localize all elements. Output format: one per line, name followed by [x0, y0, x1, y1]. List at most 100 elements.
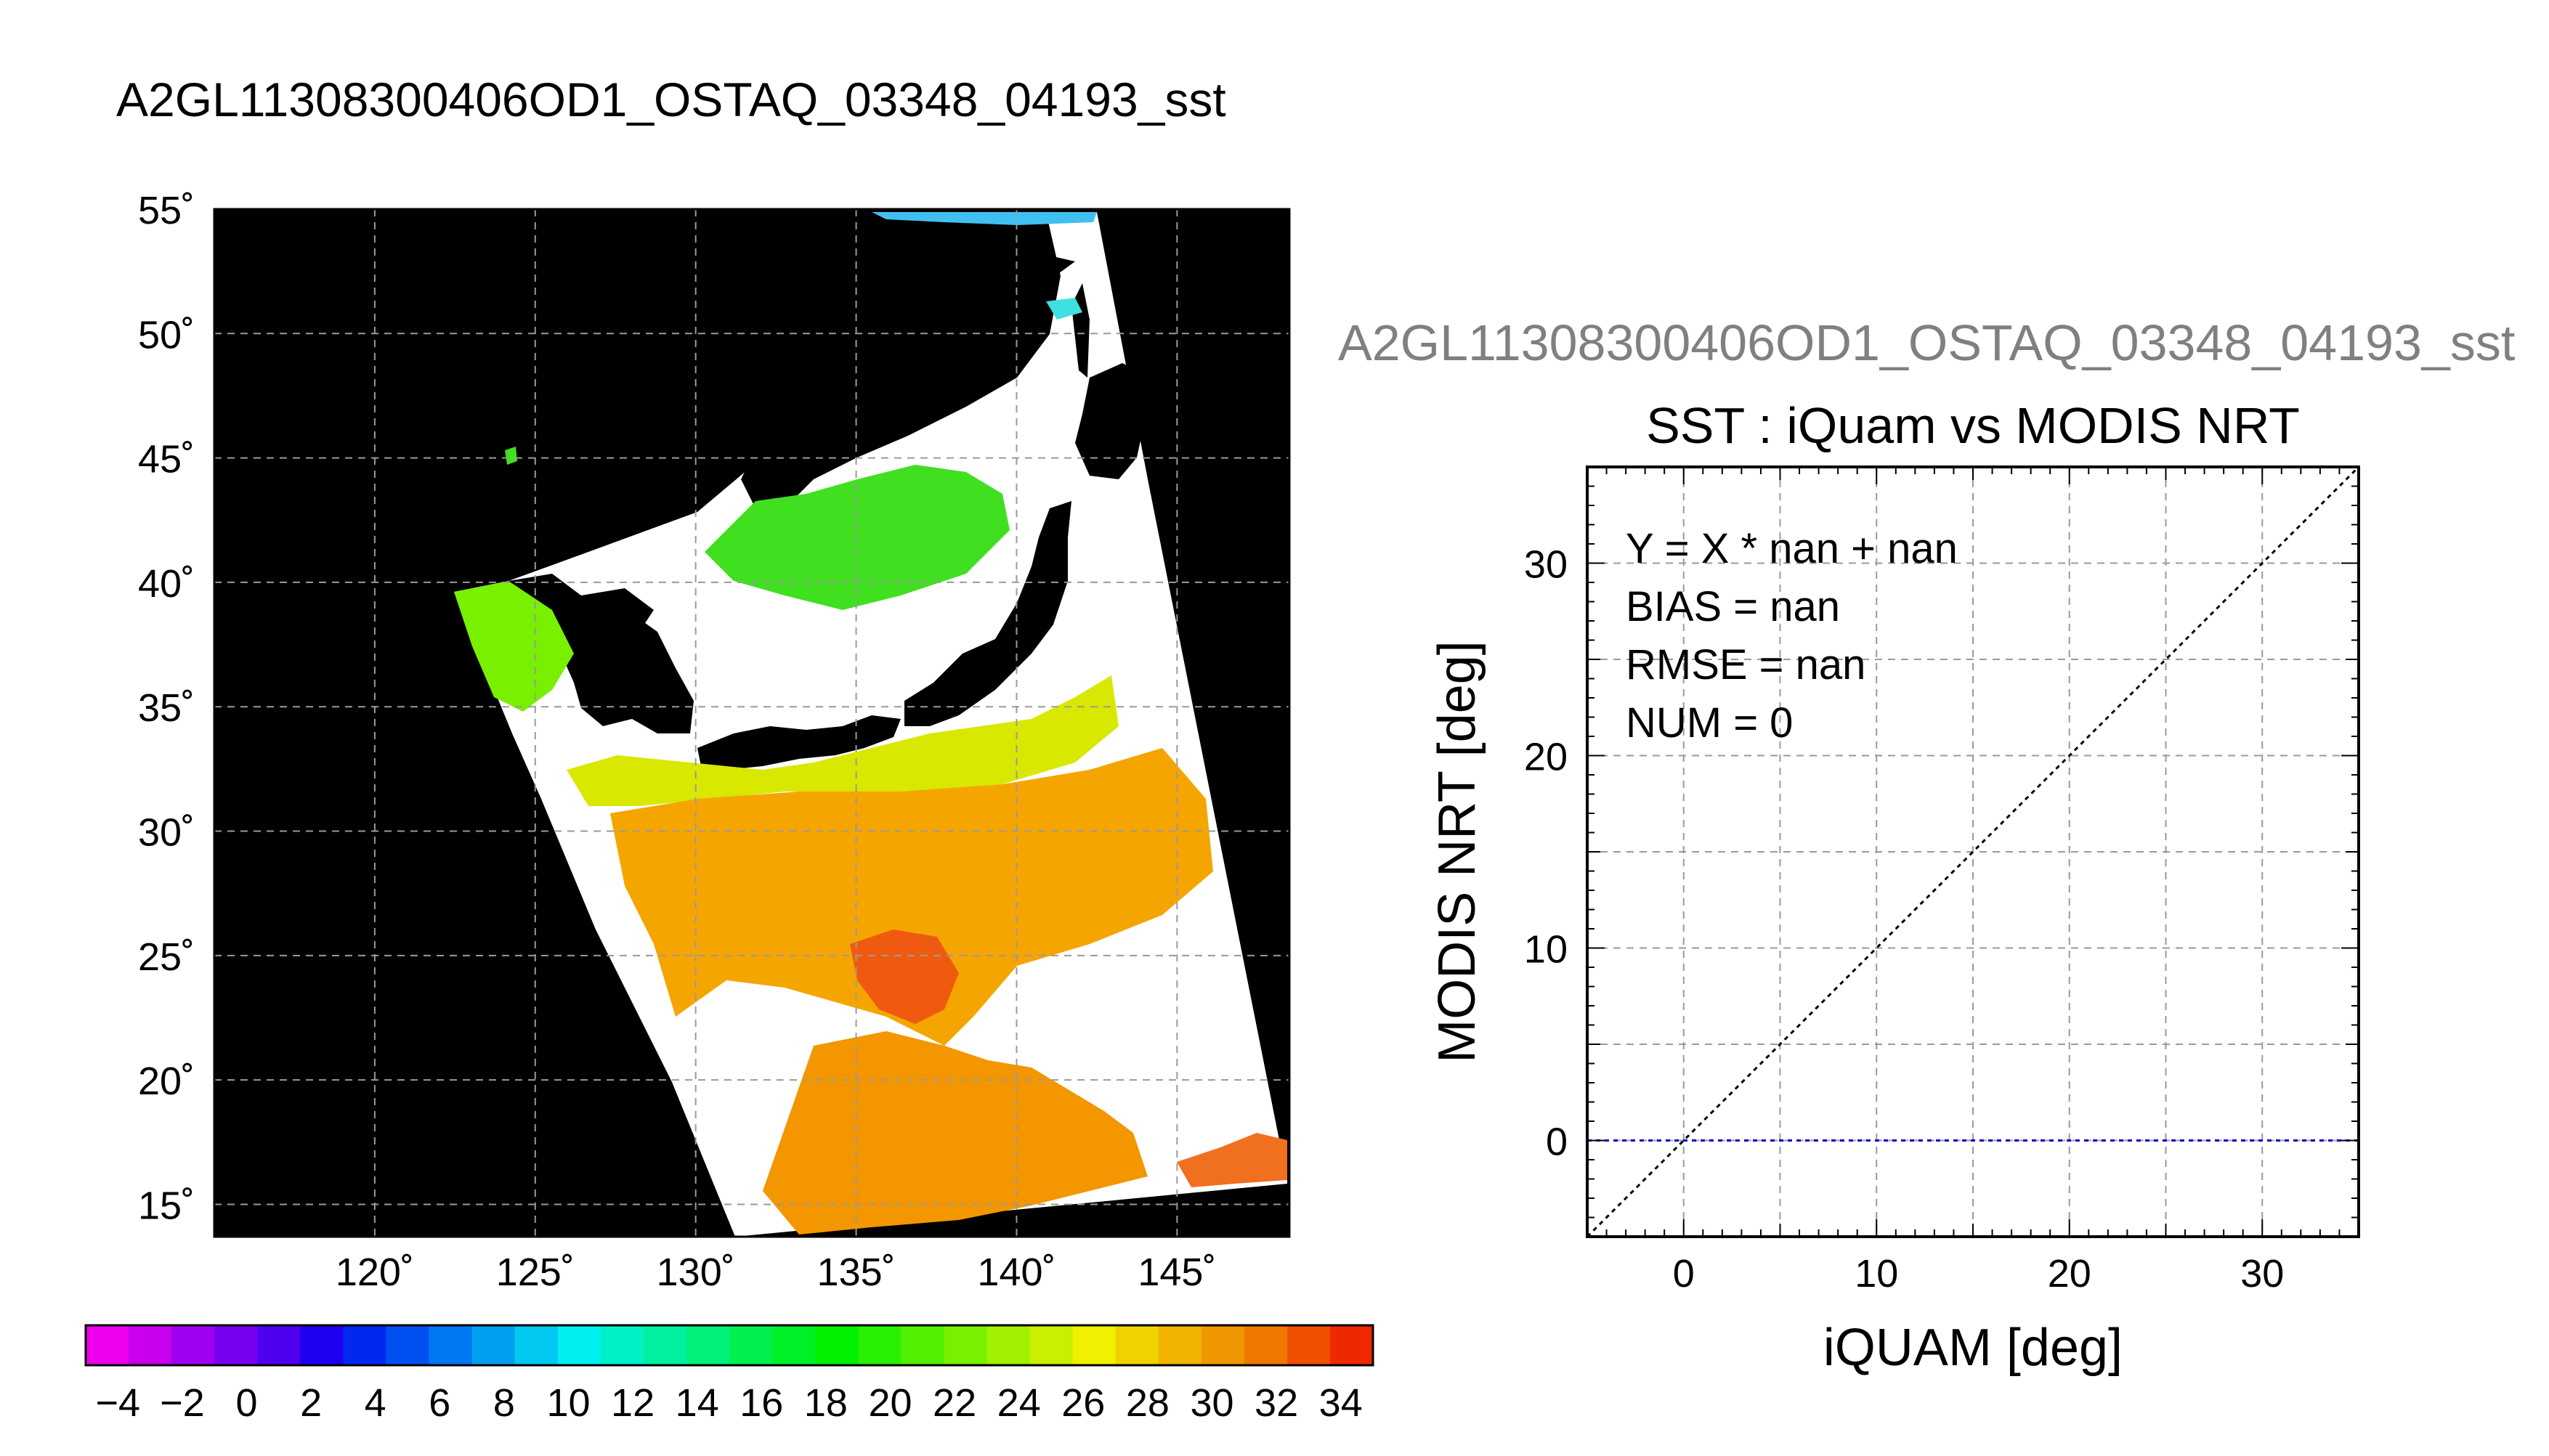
colorbar-label: 16	[739, 1381, 783, 1425]
land-russia-coast	[741, 212, 1061, 523]
scatter-x-tick-labels: 0 10 20 30	[1673, 1252, 2285, 1296]
map-x-tick-label: 145˚	[1138, 1250, 1216, 1294]
map-x-tick-labels: 120˚ 125˚ 130˚ 135˚ 140˚ 145˚	[336, 1250, 1217, 1294]
colorbar-label: 12	[611, 1381, 655, 1425]
colorbar-segment	[386, 1325, 430, 1365]
map-y-tick-label: 40˚	[138, 562, 195, 606]
colorbar-label: 6	[429, 1381, 450, 1425]
colorbar-segment	[1201, 1325, 1245, 1365]
scatter-frame	[1586, 465, 2360, 1238]
map-x-tick-label: 130˚	[657, 1250, 735, 1294]
scatter-x-axis-label: iQUAM [deg]	[1823, 1319, 2123, 1377]
one-to-one-reference-line	[1587, 467, 2359, 1237]
colorbar-segment	[129, 1325, 172, 1365]
colorbar-label: −2	[160, 1381, 205, 1425]
colorbar-label: 30	[1190, 1381, 1233, 1425]
map-y-tick-label: 50˚	[138, 313, 195, 357]
map-y-tick-labels: 15˚ 20˚ 25˚ 30˚ 35˚ 40˚ 45˚ 50˚ 55˚	[138, 189, 195, 1227]
scatter-x-tick-label: 20	[2048, 1252, 2091, 1296]
map-title: A2GL11308300406OD1_OSTAQ_03348_04193_sst	[116, 73, 1226, 126]
colorbar-label: 34	[1319, 1381, 1363, 1425]
colorbar-segment	[1072, 1325, 1117, 1365]
sst-warm-pool-red	[850, 930, 959, 1024]
scatter-header-title: A2GL11308300406OD1_OSTAQ_03348_04193_sst	[1338, 314, 2515, 371]
sst-pacific-orange	[610, 748, 1213, 1046]
colorbar-segment	[429, 1325, 473, 1365]
colorbar-label: 14	[676, 1381, 719, 1425]
colorbar-segment	[815, 1325, 859, 1365]
colorbar-segment	[557, 1325, 601, 1365]
sst-northern-sea-green	[705, 465, 1010, 610]
scatter-y-tick-label: 30	[1524, 543, 1568, 587]
colorbar-segment	[1329, 1325, 1374, 1365]
scatter-stats-annotation: Y = X * nan + nan BIAS = nan RMSE = nan NUM…	[1626, 525, 1958, 747]
colorbar-label: 22	[933, 1381, 976, 1425]
map-y-tick-label: 25˚	[138, 935, 195, 979]
colorbar-segment	[214, 1325, 258, 1365]
colorbar-label: 18	[804, 1381, 848, 1425]
colorbar-label: 28	[1126, 1381, 1170, 1425]
sst-north-cyan	[872, 212, 1097, 225]
scatter-stat-line: RMSE = nan	[1626, 641, 1865, 688]
map-y-tick-label: 55˚	[138, 189, 195, 232]
colorbar-label: 20	[868, 1381, 912, 1425]
land-japan-honshu	[904, 501, 1071, 726]
map-y-tick-label: 45˚	[138, 438, 195, 481]
colorbar-frame	[84, 1324, 1374, 1367]
map-x-tick-label: 120˚	[336, 1250, 414, 1294]
land-hokkaido	[1075, 363, 1151, 479]
colorbar-label: 8	[493, 1381, 515, 1425]
map-gridlines	[214, 209, 1289, 1237]
colorbar-segment	[171, 1325, 215, 1365]
land-korea	[559, 614, 694, 733]
map-y-tick-label: 15˚	[138, 1184, 195, 1227]
colorbar-segment	[600, 1325, 644, 1365]
sst-se-warm	[1177, 1133, 1287, 1187]
colorbar-labels: −4 −2 0 2 4 6 8 10 12 14 16 18 20 22 24 26 28 30 32 34	[96, 1381, 1363, 1425]
map-x-tick-label: 135˚	[817, 1250, 896, 1294]
colorbar-segment	[1029, 1325, 1074, 1365]
scatter-stat-line: BIAS = nan	[1626, 583, 1840, 630]
colorbar-segment	[772, 1325, 816, 1365]
scatter-x-tick-label: 30	[2240, 1252, 2284, 1296]
colorbar-segment	[86, 1325, 129, 1365]
map-x-tick-label: 125˚	[496, 1250, 575, 1294]
scatter-plot: SST : iQuam vs MODIS NRT 0 10 20 30 0 10 20 30…	[1428, 397, 2360, 1377]
scatter-y-tick-label: 0	[1546, 1121, 1568, 1164]
scatter-y-axis-label: MODIS NRT [deg]	[1428, 640, 1486, 1063]
colorbar-segment	[686, 1325, 730, 1365]
scatter-stat-line: NUM = 0	[1626, 699, 1793, 747]
colorbar-segment	[471, 1325, 516, 1365]
colorbar-label: 32	[1255, 1381, 1298, 1425]
scatter-title: SST : iQuam vs MODIS NRT	[1646, 397, 2300, 454]
colorbar-segment	[1286, 1325, 1331, 1365]
land-japan-kyushu	[697, 715, 901, 770]
colorbar-label: 4	[365, 1381, 386, 1425]
colorbar-label: 0	[235, 1381, 257, 1425]
sst-hokkaido-cyan	[1046, 298, 1082, 320]
colorbar-label: −4	[96, 1381, 141, 1425]
colorbar-label: 26	[1061, 1381, 1105, 1425]
colorbar-segment	[986, 1325, 1030, 1365]
scatter-y-tick-label: 20	[1524, 736, 1568, 779]
scatter-x-tick-label: 0	[1673, 1252, 1695, 1296]
sst-yellow-sea-green	[454, 581, 574, 712]
colorbar-segment	[1244, 1325, 1288, 1365]
map-y-tick-label: 35˚	[138, 686, 195, 730]
scatter-stat-line: Y = X * nan + nan	[1626, 525, 1958, 572]
sst-colorbar	[84, 1324, 1374, 1367]
map-imagery	[454, 212, 1287, 1237]
colorbar-label: 24	[997, 1381, 1041, 1425]
colorbar-segment	[1115, 1325, 1159, 1365]
map-y-tick-label: 30˚	[138, 811, 195, 855]
map-y-tick-label: 20˚	[138, 1060, 195, 1103]
colorbar-segment	[300, 1325, 344, 1365]
sst-west-green-patch	[505, 447, 517, 465]
colorbar-segment	[343, 1325, 386, 1365]
sst-southern-orange	[763, 1031, 1148, 1235]
map-frame	[213, 208, 1291, 1238]
colorbar-label: 10	[546, 1381, 590, 1425]
colorbar-label: 2	[300, 1381, 322, 1425]
